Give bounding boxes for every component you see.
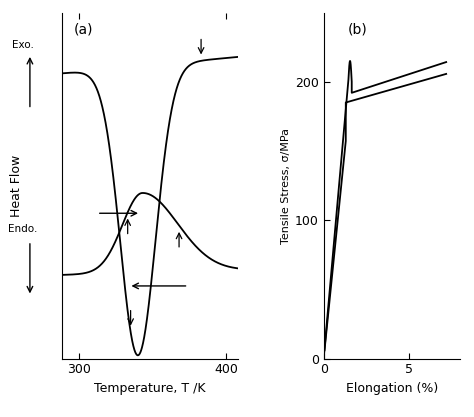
X-axis label: Temperature, T /K: Temperature, T /K [94, 382, 205, 395]
Y-axis label: Tensile Stress, σ/MPa: Tensile Stress, σ/MPa [281, 128, 291, 244]
Text: (a): (a) [74, 23, 93, 37]
Y-axis label: Heat Flow: Heat Flow [10, 154, 23, 217]
Text: (b): (b) [348, 23, 368, 37]
Text: Endo.: Endo. [8, 224, 37, 234]
Text: Exo.: Exo. [12, 40, 34, 50]
X-axis label: Elongation (%): Elongation (%) [346, 382, 438, 395]
